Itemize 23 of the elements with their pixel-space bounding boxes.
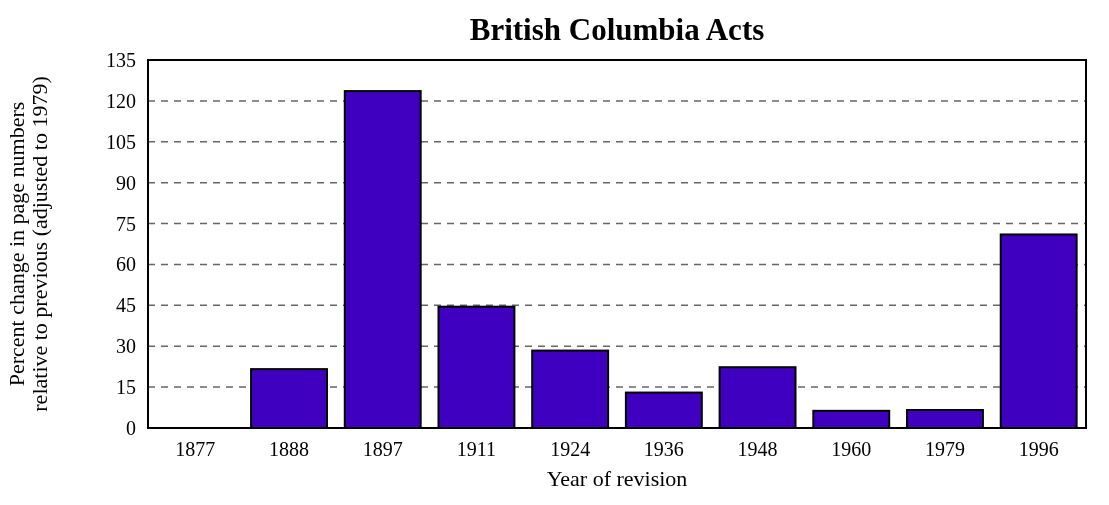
x-tick-label: 1979: [924, 438, 965, 460]
y-tick-label: 75: [116, 212, 136, 235]
y-tick-label: 45: [116, 294, 136, 317]
chart-title: British Columbia Acts: [469, 12, 765, 47]
x-tick-label: 1936: [643, 438, 684, 460]
x-tick-label: 1948: [737, 438, 778, 460]
x-tick-label: 1877: [175, 438, 216, 460]
x-tick-label: 1960: [831, 438, 872, 460]
y-tick-label: 105: [106, 130, 136, 153]
x-tick-label: 1996: [1018, 438, 1059, 460]
y-axis-title: Percent change in page numbers relative to previous (adjusted to 1979): [4, 76, 53, 412]
x-tick-label: 1924: [550, 438, 591, 460]
x-tick-label: 1911: [456, 438, 497, 460]
y-tick-label: 30: [116, 335, 136, 358]
x-axis-title: Year of revision: [546, 466, 688, 491]
x-tick-label: 1888: [269, 438, 310, 460]
y-tick-label: 135: [106, 49, 136, 71]
y-tick-label: 0: [126, 417, 136, 439]
y-tick-label: 90: [116, 171, 136, 194]
y-tick-label: 120: [106, 89, 136, 112]
y-tick-label: 15: [116, 376, 136, 399]
x-tick-label: 1897: [362, 438, 403, 460]
y-tick-label: 60: [116, 253, 136, 276]
